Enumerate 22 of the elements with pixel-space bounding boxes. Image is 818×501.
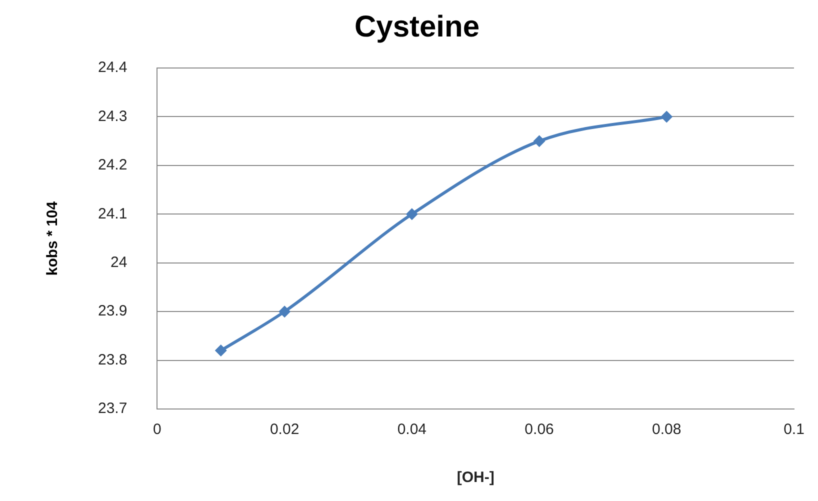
y-axis-title: kobs * 104: [44, 200, 62, 276]
y-tick-label: 24.1: [98, 205, 128, 222]
point: [278, 306, 291, 318]
x-tick-label: 0.06: [524, 421, 554, 438]
y-tick-label: 24: [110, 254, 128, 271]
y-tick-label: 24.4: [98, 59, 128, 76]
y-tick-label: 23.8: [98, 351, 128, 368]
y-tick-label: 24.2: [98, 156, 128, 174]
x-tick-label: 0.04: [397, 421, 427, 438]
point: [214, 344, 227, 357]
x-tick-label: 0: [153, 421, 162, 438]
y-tick-label: 24.3: [98, 108, 128, 125]
x-tick-label: 0.1: [784, 421, 804, 438]
x-tick-label: 0.08: [652, 421, 682, 438]
point: [406, 208, 418, 220]
y-tick-label: 23.7: [98, 400, 128, 418]
point: [660, 110, 673, 123]
point: [533, 135, 546, 148]
y-tick-label: 23.9: [98, 302, 128, 320]
chart-title: Cysteine: [354, 10, 480, 44]
x-axis-title: [OH-]: [456, 469, 494, 486]
x-tick-label: 0.02: [270, 421, 300, 438]
